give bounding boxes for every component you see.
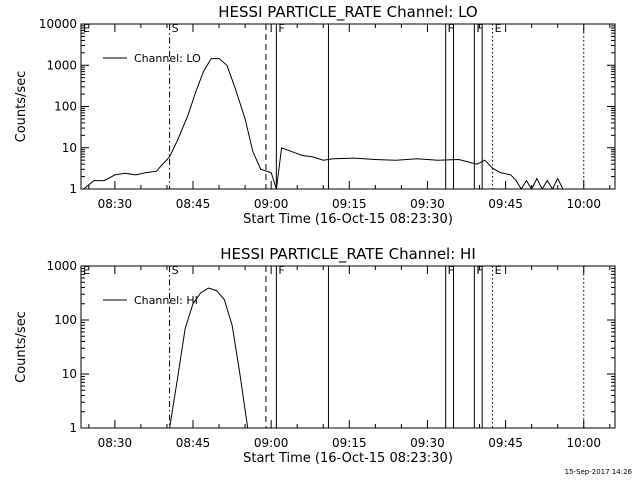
plot-frame (80, 265, 616, 429)
y-tick-label: 10000 (39, 17, 77, 31)
y-tick-label: 1000 (46, 58, 77, 72)
series-line (83, 58, 564, 189)
x-tick-label: 08:30 (98, 197, 133, 211)
time-marker-label: E (83, 22, 90, 35)
time-marker-label: F (476, 264, 482, 277)
time-marker-label: F (476, 22, 482, 35)
time-marker-label: E (495, 264, 502, 277)
x-tick-label: 09:45 (488, 197, 523, 211)
y-tick-label: 10 (62, 141, 77, 155)
x-tick-label: 09:30 (410, 436, 445, 450)
x-tick-label: 08:30 (98, 436, 133, 450)
chart-title: HESSI PARTICLE_RATE Channel: HI (220, 245, 476, 264)
y-tick-label: 1000 (46, 259, 77, 273)
x-tick-label: 10:00 (566, 197, 601, 211)
x-tick-label: 09:45 (488, 436, 523, 450)
x-tick-label: 09:15 (332, 197, 367, 211)
chart-lo-channel: HESSI PARTICLE_RATE Channel: LO 1 10 100 100… (14, 3, 616, 227)
x-tick-label: 09:00 (254, 197, 289, 211)
legend-label: Channel: LO (134, 52, 201, 65)
y-axis-label: Counts/sec (14, 311, 29, 383)
time-marker-label: E (495, 22, 502, 35)
time-marker-label: F (448, 264, 454, 277)
x-tick-label: 09:00 (254, 436, 289, 450)
x-axis-label: Start Time (16-Oct-15 08:23:30) (243, 212, 453, 227)
x-tick-label: 08:45 (176, 197, 211, 211)
y-tick-label: 10 (62, 367, 77, 381)
time-marker-label: F (278, 22, 284, 35)
y-tick-label: 100 (54, 100, 77, 114)
generated-timestamp: 15-Sep-2017 14:26 (564, 468, 632, 476)
series-line (169, 287, 249, 428)
y-tick-label: 100 (54, 313, 77, 327)
time-marker-label: S (172, 264, 179, 277)
x-axis-label: Start Time (16-Oct-15 08:23:30) (243, 451, 453, 466)
time-marker-label: E (83, 264, 90, 277)
time-marker-label: F (278, 264, 284, 277)
time-marker-label: S (172, 22, 179, 35)
legend-label: Channel: HI (134, 294, 198, 307)
x-tick-label: 08:45 (176, 436, 211, 450)
y-axis-label: Counts/sec (14, 71, 29, 143)
y-tick-label: 1 (69, 182, 77, 196)
x-tick-label: 09:30 (410, 197, 445, 211)
x-tick-label: 09:15 (332, 436, 367, 450)
x-tick-label: 10:00 (566, 436, 601, 450)
y-tick-label: 1 (69, 421, 77, 435)
time-marker-label: F (448, 22, 454, 35)
chart-title: HESSI PARTICLE_RATE Channel: LO (218, 3, 477, 22)
plot-frame (80, 23, 616, 190)
chart-hi-channel: HESSI PARTICLE_RATE Channel: HI 1 10 100 100… (14, 245, 616, 466)
